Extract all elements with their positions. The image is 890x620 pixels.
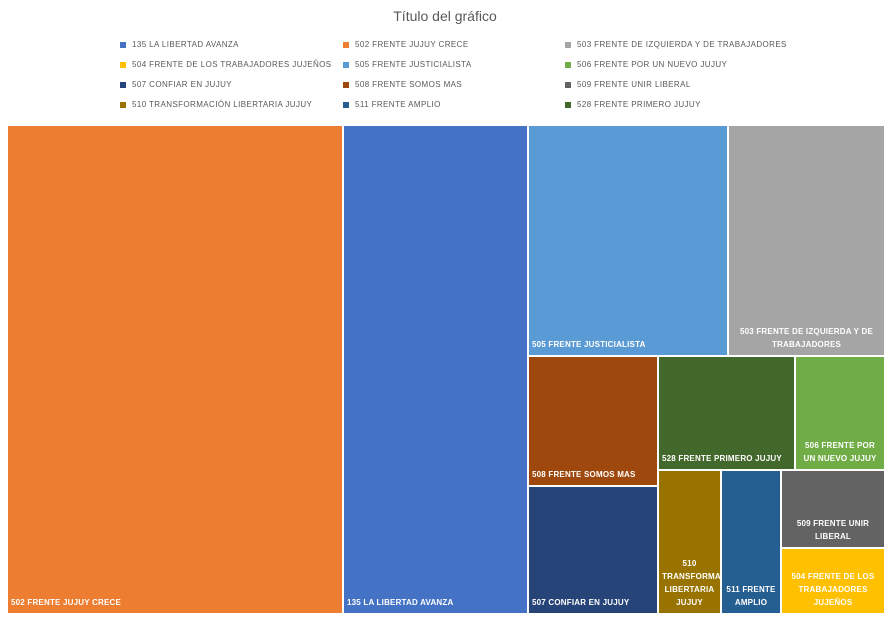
- tile-label: 510 TRANSFORMACIÓN LIBERTARIA JUJUY: [662, 559, 742, 607]
- legend-entry: 503 FRENTE DE IZQUIERDA Y DE TRABAJADORE…: [565, 40, 787, 49]
- legend-swatch: [120, 81, 126, 88]
- treemap-tile: 509 FRENTE UNIR LIBERAL: [782, 471, 884, 547]
- legend-entry: 507 CONFIAR EN JUJUY: [120, 80, 232, 89]
- treemap-tile: 505 FRENTE JUSTICIALISTA: [529, 126, 727, 355]
- legend-label: 506 FRENTE POR UN NUEVO JUJUY: [577, 60, 728, 69]
- legend-entry: 510 TRANSFORMACIÓN LIBERTARIA JUJUY: [120, 100, 312, 109]
- tile-label: 504 FRENTE DE LOS TRABAJADORES JUJEÑOS: [791, 572, 875, 607]
- treemap-tile: 528 FRENTE PRIMERO JUJUY: [659, 357, 794, 469]
- tile-label: 135 LA LIBERTAD AVANZA: [347, 598, 454, 607]
- legend-swatch: [565, 101, 571, 108]
- legend-swatch: [343, 101, 349, 108]
- legend-label: 510 TRANSFORMACIÓN LIBERTARIA JUJUY: [132, 100, 313, 109]
- legend-label: 502 FRENTE JUJUY CRECE: [355, 40, 469, 49]
- legend-label: 135 LA LIBERTAD AVANZA: [132, 40, 239, 49]
- treemap-tile: 504 FRENTE DE LOS TRABAJADORES JUJEÑOS: [782, 549, 884, 613]
- treemap-tile: 506 FRENTE POR UN NUEVO JUJUY: [796, 357, 884, 469]
- tile-label: 508 FRENTE SOMOS MAS: [532, 470, 636, 479]
- treemap-tile: 510 TRANSFORMACIÓN LIBERTARIA JUJUY: [659, 471, 742, 613]
- treemap-tile: 507 CONFIAR EN JUJUY: [529, 487, 657, 613]
- treemap-tile: 508 FRENTE SOMOS MAS: [529, 357, 657, 485]
- legend-label: 511 FRENTE AMPLIO: [355, 100, 441, 109]
- legend-label: 507 CONFIAR EN JUJUY: [132, 80, 233, 89]
- legend-swatch: [120, 41, 126, 48]
- treemap-tile: 135 LA LIBERTAD AVANZA: [344, 126, 527, 613]
- legend-label: 504 FRENTE DE LOS TRABAJADORES JUJEÑOS: [132, 60, 332, 69]
- legend-entry: 504 FRENTE DE LOS TRABAJADORES JUJEÑOS: [120, 60, 332, 69]
- legend-entry: 508 FRENTE SOMOS MAS: [343, 80, 462, 89]
- legend-label: 528 FRENTE PRIMERO JUJUY: [577, 100, 701, 109]
- legend-entry: 135 LA LIBERTAD AVANZA: [120, 40, 239, 49]
- legend-swatch: [565, 81, 571, 88]
- legend-label: 503 FRENTE DE IZQUIERDA Y DE TRABAJADORE…: [577, 40, 787, 49]
- treemap-tile: 511 FRENTE AMPLIO: [722, 471, 780, 613]
- treemap-tile: 503 FRENTE DE IZQUIERDA Y DE TRABAJADORE…: [729, 126, 884, 355]
- legend-label: 505 FRENTE JUSTICIALISTA: [355, 60, 472, 69]
- tile-label: 509 FRENTE UNIR LIBERAL: [796, 519, 870, 541]
- legend-swatch: [343, 61, 349, 68]
- tile-label: 511 FRENTE AMPLIO: [726, 585, 776, 607]
- tile-label: 507 CONFIAR EN JUJUY: [532, 598, 630, 607]
- legend-entry: 511 FRENTE AMPLIO: [343, 100, 441, 109]
- legend-swatch: [343, 81, 349, 88]
- legend-entry: 509 FRENTE UNIR LIBERAL: [565, 80, 691, 89]
- tile-label: 505 FRENTE JUSTICIALISTA: [532, 340, 646, 349]
- legend-entry: 505 FRENTE JUSTICIALISTA: [343, 60, 472, 69]
- legend-swatch: [120, 101, 126, 108]
- legend-label: 509 FRENTE UNIR LIBERAL: [577, 80, 691, 89]
- tile-label: 502 FRENTE JUJUY CRECE: [11, 598, 122, 607]
- tile-label: 528 FRENTE PRIMERO JUJUY: [662, 454, 782, 463]
- legend-entry: 506 FRENTE POR UN NUEVO JUJUY: [565, 60, 727, 69]
- legend-swatch: [565, 41, 571, 48]
- tile-label: 506 FRENTE POR UN NUEVO JUJUY: [803, 441, 877, 463]
- treemap-tile: 502 FRENTE JUJUY CRECE: [8, 126, 342, 613]
- legend-label: 508 FRENTE SOMOS MAS: [355, 80, 463, 89]
- legend-entry: 502 FRENTE JUJUY CRECE: [343, 40, 469, 49]
- legend-swatch: [565, 61, 571, 68]
- legend-swatch: [343, 41, 349, 48]
- chart-title: Título del gráfico: [393, 8, 497, 24]
- legend-swatch: [120, 61, 126, 68]
- legend-entry: 528 FRENTE PRIMERO JUJUY: [565, 100, 701, 109]
- tile-label: 503 FRENTE DE IZQUIERDA Y DE TRABAJADORE…: [739, 327, 874, 349]
